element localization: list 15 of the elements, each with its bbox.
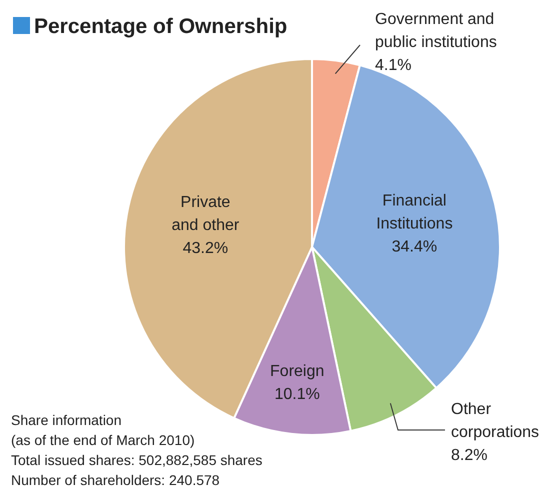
data-label: 8.2% bbox=[451, 447, 488, 464]
slice-label: Private and other bbox=[172, 194, 240, 234]
data-label: 34.4% bbox=[392, 238, 438, 256]
data-label: 10.1% bbox=[274, 386, 320, 404]
slice-label: Other corporations bbox=[451, 401, 540, 441]
text: (as of the end of March 2010) bbox=[11, 432, 195, 448]
text: Share information bbox=[11, 412, 122, 428]
chart-title: Percentage of Ownership bbox=[34, 15, 288, 38]
text: Number of shareholders: 240.578 bbox=[11, 472, 220, 488]
data-label: 43.2% bbox=[182, 240, 228, 257]
slice-label: Financial Institutions bbox=[376, 192, 453, 233]
slice-label: Government and public institutions bbox=[375, 11, 497, 51]
slice-label: Foreign bbox=[270, 363, 324, 380]
data-label: 4.1% bbox=[375, 57, 412, 74]
text: Total issued shares: 502,882,585 shares bbox=[11, 452, 262, 468]
